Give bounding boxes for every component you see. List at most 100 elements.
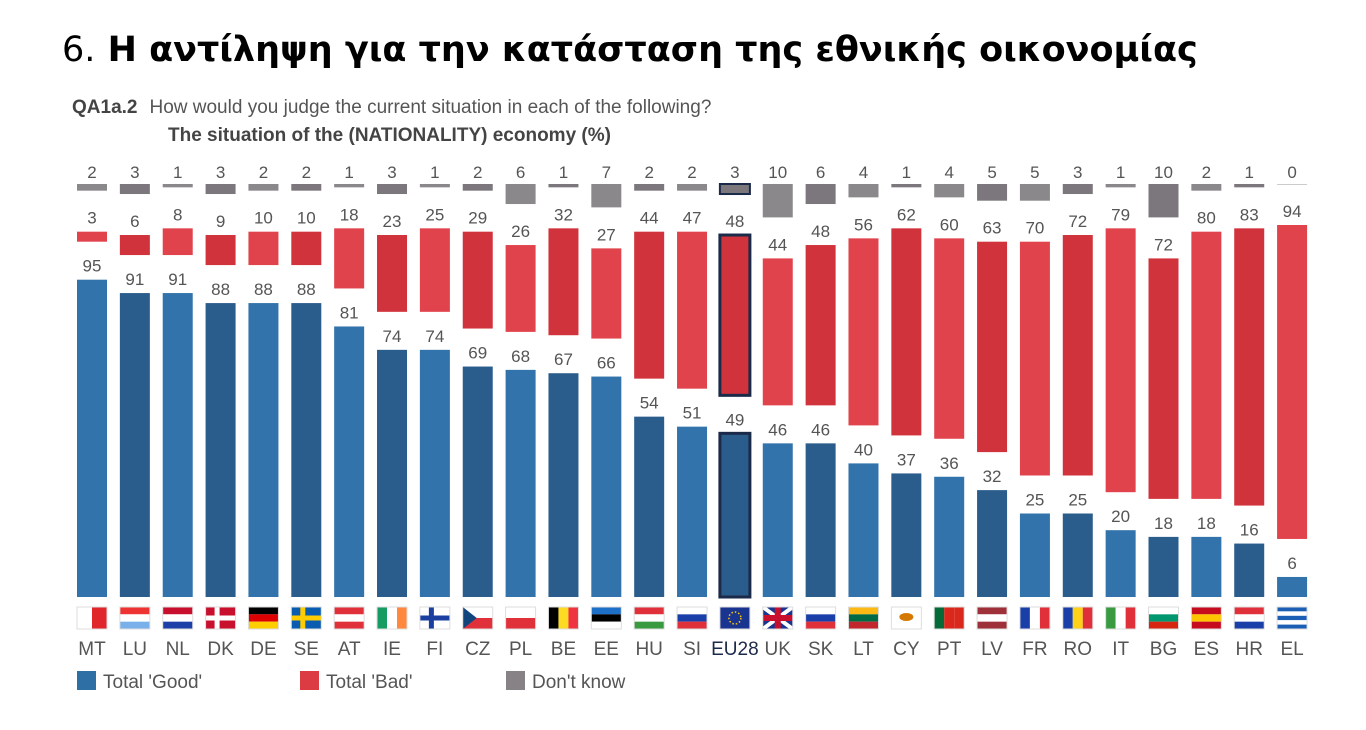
label-dontknow-RO: 3 — [1073, 163, 1082, 182]
category-label-PT: PT — [937, 639, 962, 660]
label-bad-AT: 18 — [340, 205, 359, 224]
bar-good-PL — [505, 369, 536, 597]
label-good-AT: 81 — [340, 303, 359, 322]
bar-good-MT — [77, 279, 107, 597]
category-label-HR: HR — [1235, 639, 1262, 660]
bar-dontknow-CY — [891, 184, 922, 188]
category-label-LU: LU — [123, 639, 147, 660]
flag-DE-stripe — [248, 614, 279, 622]
bar-bad-PT — [934, 238, 965, 439]
flag-IT-stripe — [1115, 607, 1126, 629]
flag-EE-stripe — [591, 607, 622, 615]
bar-good-SI — [677, 426, 708, 597]
flag-FR-stripe — [1019, 607, 1030, 629]
flag-EU28-border — [719, 606, 751, 630]
bar-bad-CZ — [462, 231, 493, 329]
flag-CZ-triangle — [462, 607, 477, 629]
flag-SI-stripe — [677, 621, 708, 629]
bar-good-LV — [977, 490, 1008, 597]
flag-UK-cross — [762, 615, 793, 621]
flag-HR-stripe — [1234, 621, 1265, 629]
bar-dontknow-EE — [591, 184, 622, 208]
flag-EL-stripe — [1277, 615, 1308, 621]
label-bad-EE: 27 — [597, 225, 616, 244]
flag-NL-stripe — [162, 607, 193, 615]
label-good-RO: 25 — [1068, 491, 1087, 510]
label-good-HU: 54 — [640, 394, 659, 413]
flag-HR-stripe — [1234, 607, 1265, 615]
category-label-SI: SI — [683, 639, 701, 660]
bar-bad-EL — [1277, 225, 1308, 539]
flag-IE-stripe — [387, 607, 398, 629]
label-dontknow-CZ: 2 — [473, 163, 482, 182]
label-bad-SE: 10 — [297, 209, 316, 228]
category-label-RO: RO — [1064, 639, 1093, 660]
flag-CY-map — [899, 613, 914, 621]
category-label-EU28: EU28 — [711, 639, 759, 660]
flag-HU-stripe — [634, 614, 665, 622]
flag-SK-border — [805, 606, 837, 630]
flag-DK-border — [205, 606, 237, 630]
flag-PL-stripe — [505, 607, 536, 618]
bar-bad-LU — [119, 235, 150, 256]
label-bad-RO: 72 — [1068, 212, 1087, 231]
bar-bad-UK — [762, 258, 793, 406]
label-dontknow-EL: 0 — [1287, 163, 1296, 182]
bar-bad-IE — [377, 235, 408, 312]
label-dontknow-EU28: 3 — [730, 163, 739, 182]
bar-bad-BE — [548, 228, 579, 336]
flag-CY-stripe — [891, 618, 922, 629]
legend-swatch-0 — [77, 671, 96, 690]
label-dontknow-IE: 3 — [387, 163, 396, 182]
label-good-SE: 88 — [297, 280, 316, 299]
label-good-UK: 46 — [768, 420, 787, 439]
flag-LU-stripe — [119, 621, 150, 629]
flag-RO-stripe — [1082, 607, 1093, 629]
bar-dontknow-UK — [762, 184, 793, 218]
flag-HR-border — [1233, 606, 1265, 630]
label-dontknow-DK: 3 — [216, 163, 225, 182]
bar-good-ES — [1191, 536, 1222, 597]
flag-SI-stripe — [677, 614, 708, 622]
bar-good-EE — [591, 376, 622, 597]
flag-EL-stripe — [1277, 624, 1308, 629]
legend-label-0: Total 'Good' — [103, 672, 202, 693]
question: QA1a.2 How would you judge the current si… — [72, 97, 712, 118]
label-good-DE: 88 — [254, 280, 273, 299]
bar-good-CY — [891, 473, 922, 597]
label-bad-LT: 56 — [854, 215, 873, 234]
flag-DE-border — [247, 606, 279, 630]
bar-bad-SI — [677, 231, 708, 389]
flag-SK-stripe — [805, 614, 836, 622]
category-label-NL: NL — [166, 639, 190, 660]
flag-ES-stripe — [1191, 614, 1222, 622]
subquestion: The situation of the (NATIONALITY) econo… — [168, 125, 611, 146]
category-label-LV: LV — [981, 639, 1003, 660]
label-bad-EU28: 48 — [725, 212, 744, 231]
bar-bad-SK — [805, 245, 836, 406]
category-label-IE: IE — [383, 639, 401, 660]
bar-good-CZ — [462, 366, 493, 597]
category-label-BE: BE — [551, 639, 576, 660]
bar-bad-ES — [1191, 231, 1222, 499]
bar-dontknow-NL — [162, 184, 193, 188]
category-label-CZ: CZ — [465, 639, 491, 660]
flag-AT-stripe — [334, 621, 365, 629]
bar-good-HR — [1234, 543, 1265, 597]
flag-PL-border — [505, 606, 537, 630]
label-dontknow-LU: 3 — [130, 163, 139, 182]
label-good-PT: 36 — [940, 454, 959, 473]
bar-dontknow-EU28 — [718, 183, 751, 196]
label-bad-CZ: 29 — [468, 209, 487, 228]
flag-HU-stripe — [634, 621, 665, 629]
bar-bad-EU28 — [718, 233, 752, 397]
flag-BG-border — [1148, 606, 1179, 630]
flag-LV-stripe — [977, 621, 1008, 629]
bar-dontknow-PT — [934, 184, 965, 198]
label-good-SI: 51 — [683, 404, 702, 423]
label-good-IT: 20 — [1111, 507, 1130, 526]
label-bad-HR: 83 — [1240, 205, 1259, 224]
flag-MT-border — [76, 606, 108, 630]
flag-IE-stripe — [397, 607, 408, 629]
